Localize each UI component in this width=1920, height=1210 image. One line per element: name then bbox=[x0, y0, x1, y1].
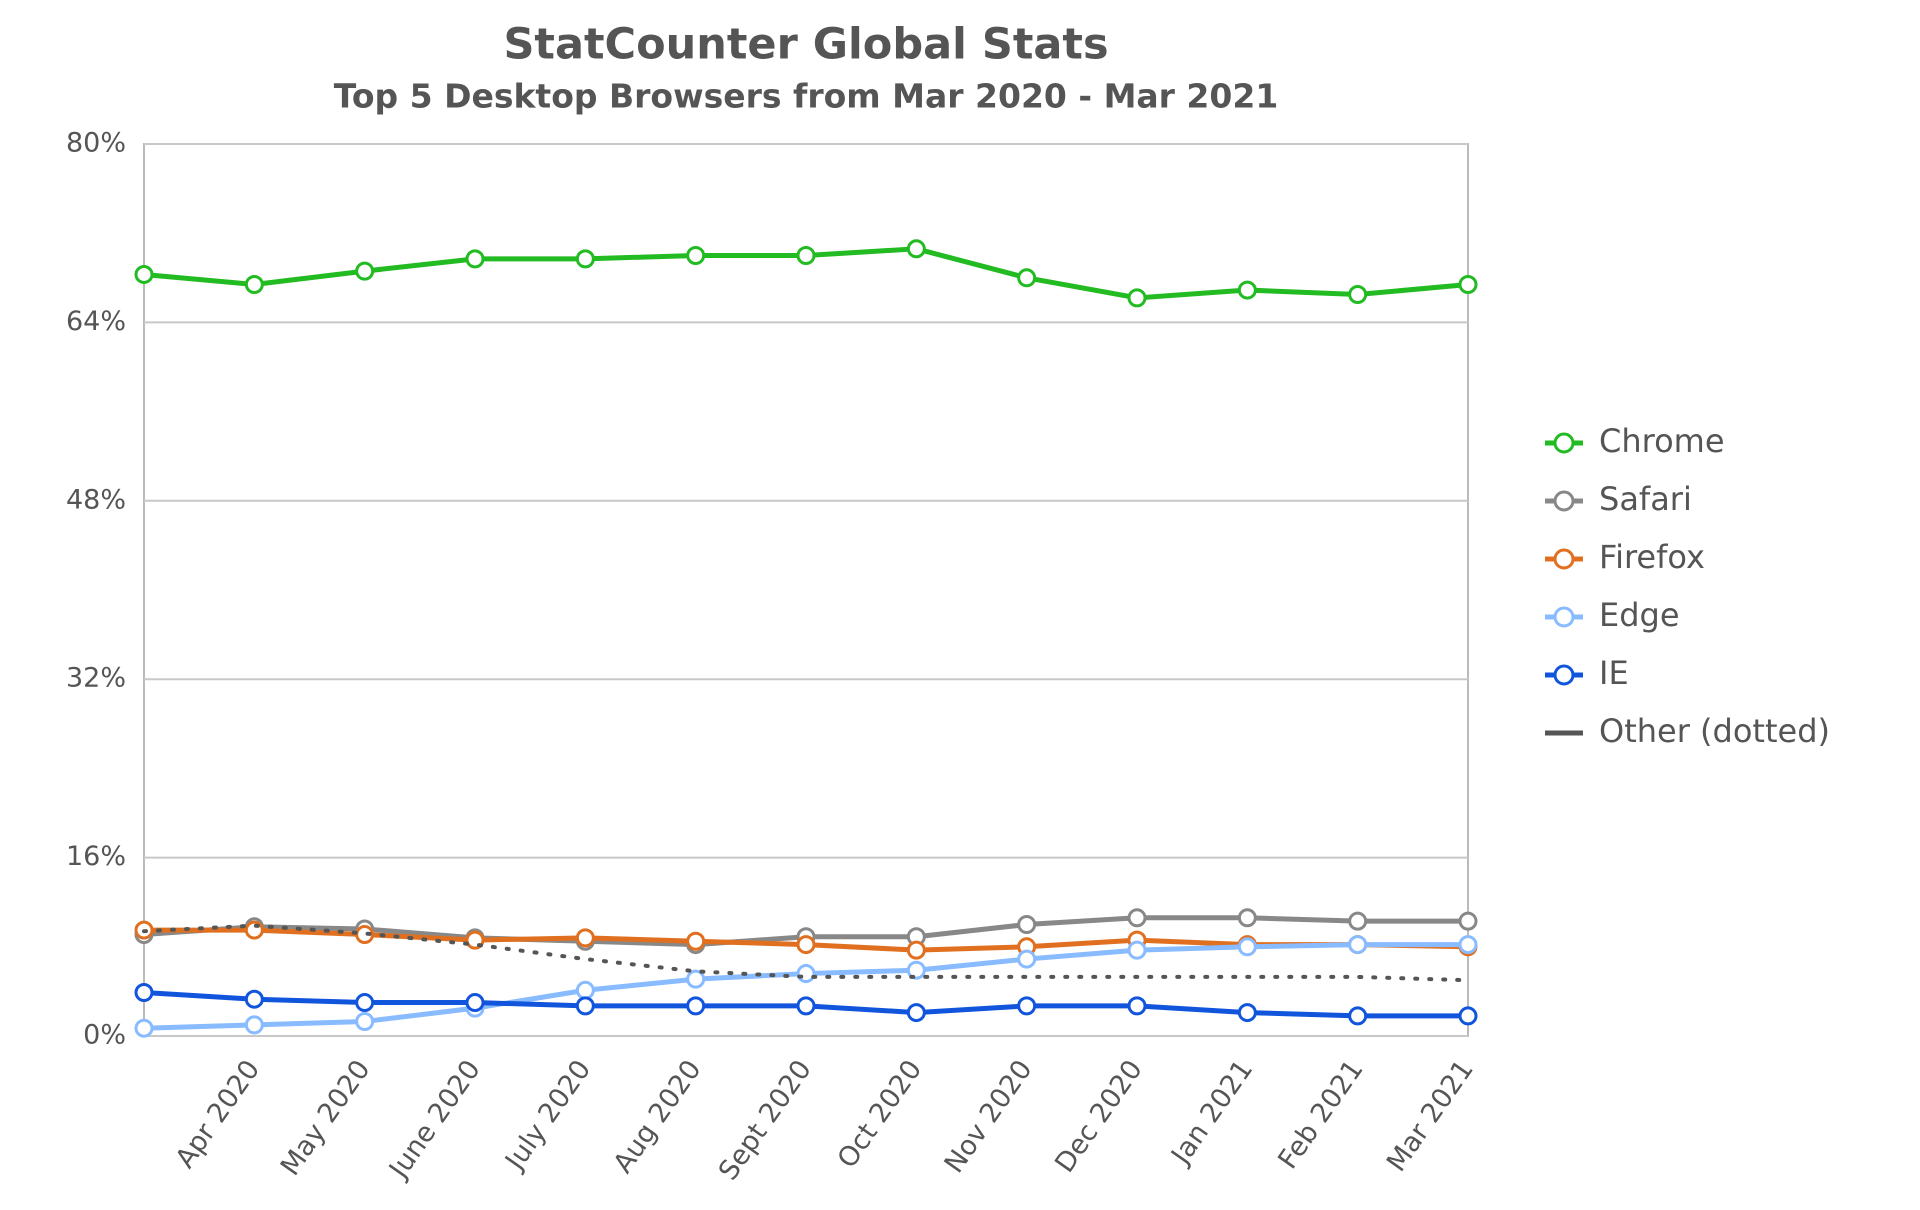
data-point bbox=[355, 261, 375, 281]
legend-label: Edge bbox=[1599, 596, 1680, 634]
x-tick-label: Feb 2021 bbox=[1272, 1055, 1369, 1175]
x-tick-label: Sept 2020 bbox=[713, 1055, 818, 1186]
x-tick-label: Mar 2021 bbox=[1381, 1055, 1480, 1178]
data-point bbox=[1348, 911, 1368, 931]
data-point bbox=[1458, 935, 1478, 955]
legend-marker bbox=[1553, 432, 1575, 454]
x-tick-label: Jan 2021 bbox=[1164, 1055, 1259, 1172]
legend-marker bbox=[1553, 664, 1575, 686]
x-tick-label: Nov 2020 bbox=[939, 1055, 1039, 1179]
data-point bbox=[575, 996, 595, 1016]
legend-label: Firefox bbox=[1599, 538, 1705, 576]
data-point bbox=[686, 931, 706, 951]
data-point bbox=[244, 1015, 264, 1035]
data-point bbox=[1017, 996, 1037, 1016]
data-point bbox=[1237, 908, 1257, 928]
data-point bbox=[134, 983, 154, 1003]
y-tick-label: 32% bbox=[66, 663, 126, 694]
data-point bbox=[906, 239, 926, 259]
data-point bbox=[1458, 911, 1478, 931]
data-point bbox=[1458, 274, 1478, 294]
data-point bbox=[796, 996, 816, 1016]
data-point bbox=[355, 925, 375, 945]
data-point bbox=[1237, 1003, 1257, 1023]
data-point bbox=[686, 969, 706, 989]
data-point bbox=[1017, 268, 1037, 288]
data-point bbox=[906, 940, 926, 960]
data-point bbox=[1348, 285, 1368, 305]
series-line bbox=[142, 923, 1470, 983]
x-tick-label: July 2020 bbox=[498, 1055, 597, 1178]
data-point bbox=[796, 964, 816, 984]
data-point bbox=[1127, 996, 1147, 1016]
x-tick-label: Oct 2020 bbox=[832, 1055, 929, 1174]
chart-title: StatCounter Global Stats bbox=[503, 20, 1108, 70]
legend-marker bbox=[1553, 548, 1575, 570]
legend-label: IE bbox=[1599, 654, 1629, 692]
data-point bbox=[1237, 937, 1257, 957]
data-point bbox=[465, 249, 485, 269]
data-point bbox=[134, 264, 154, 284]
legend-marker bbox=[1553, 606, 1575, 628]
data-point bbox=[244, 989, 264, 1009]
data-point bbox=[686, 996, 706, 1016]
data-point bbox=[906, 960, 926, 980]
y-tick-label: 48% bbox=[66, 484, 126, 515]
x-tick-label: Dec 2020 bbox=[1049, 1055, 1149, 1179]
data-point bbox=[686, 246, 706, 265]
y-tick-label: 0% bbox=[83, 1020, 126, 1051]
data-point bbox=[465, 993, 485, 1013]
data-point bbox=[355, 1012, 375, 1032]
legend-label: Other (dotted) bbox=[1599, 712, 1830, 750]
data-point bbox=[575, 249, 595, 269]
data-point bbox=[1017, 915, 1037, 934]
data-point bbox=[1458, 1006, 1478, 1026]
data-point bbox=[1348, 935, 1368, 955]
x-tick-label: Aug 2020 bbox=[608, 1055, 708, 1179]
data-point bbox=[134, 1018, 154, 1038]
data-point bbox=[1127, 908, 1147, 928]
data-point bbox=[796, 935, 816, 955]
chart-subtitle: Top 5 Desktop Browsers from Mar 2020 - M… bbox=[334, 77, 1279, 116]
data-point bbox=[796, 246, 816, 265]
data-point bbox=[1237, 280, 1257, 300]
data-point bbox=[1017, 949, 1037, 969]
legend-label: Chrome bbox=[1599, 422, 1725, 460]
legend-marker bbox=[1553, 490, 1575, 512]
plot-frame bbox=[143, 143, 1469, 1037]
data-point bbox=[244, 274, 264, 294]
data-point bbox=[1127, 288, 1147, 308]
x-tick-label: Apr 2020 bbox=[170, 1055, 267, 1174]
y-tick-label: 64% bbox=[66, 306, 126, 337]
data-point bbox=[1127, 940, 1147, 960]
x-tick-label: June 2020 bbox=[382, 1055, 487, 1186]
data-point bbox=[575, 928, 595, 948]
y-tick-label: 80% bbox=[66, 128, 126, 159]
y-tick-label: 16% bbox=[66, 841, 126, 872]
data-point bbox=[906, 1003, 926, 1023]
x-tick-label: May 2020 bbox=[275, 1055, 377, 1182]
data-point bbox=[575, 980, 595, 1000]
legend-label: Safari bbox=[1599, 480, 1692, 518]
data-point bbox=[355, 993, 375, 1013]
data-point bbox=[1348, 1006, 1368, 1026]
